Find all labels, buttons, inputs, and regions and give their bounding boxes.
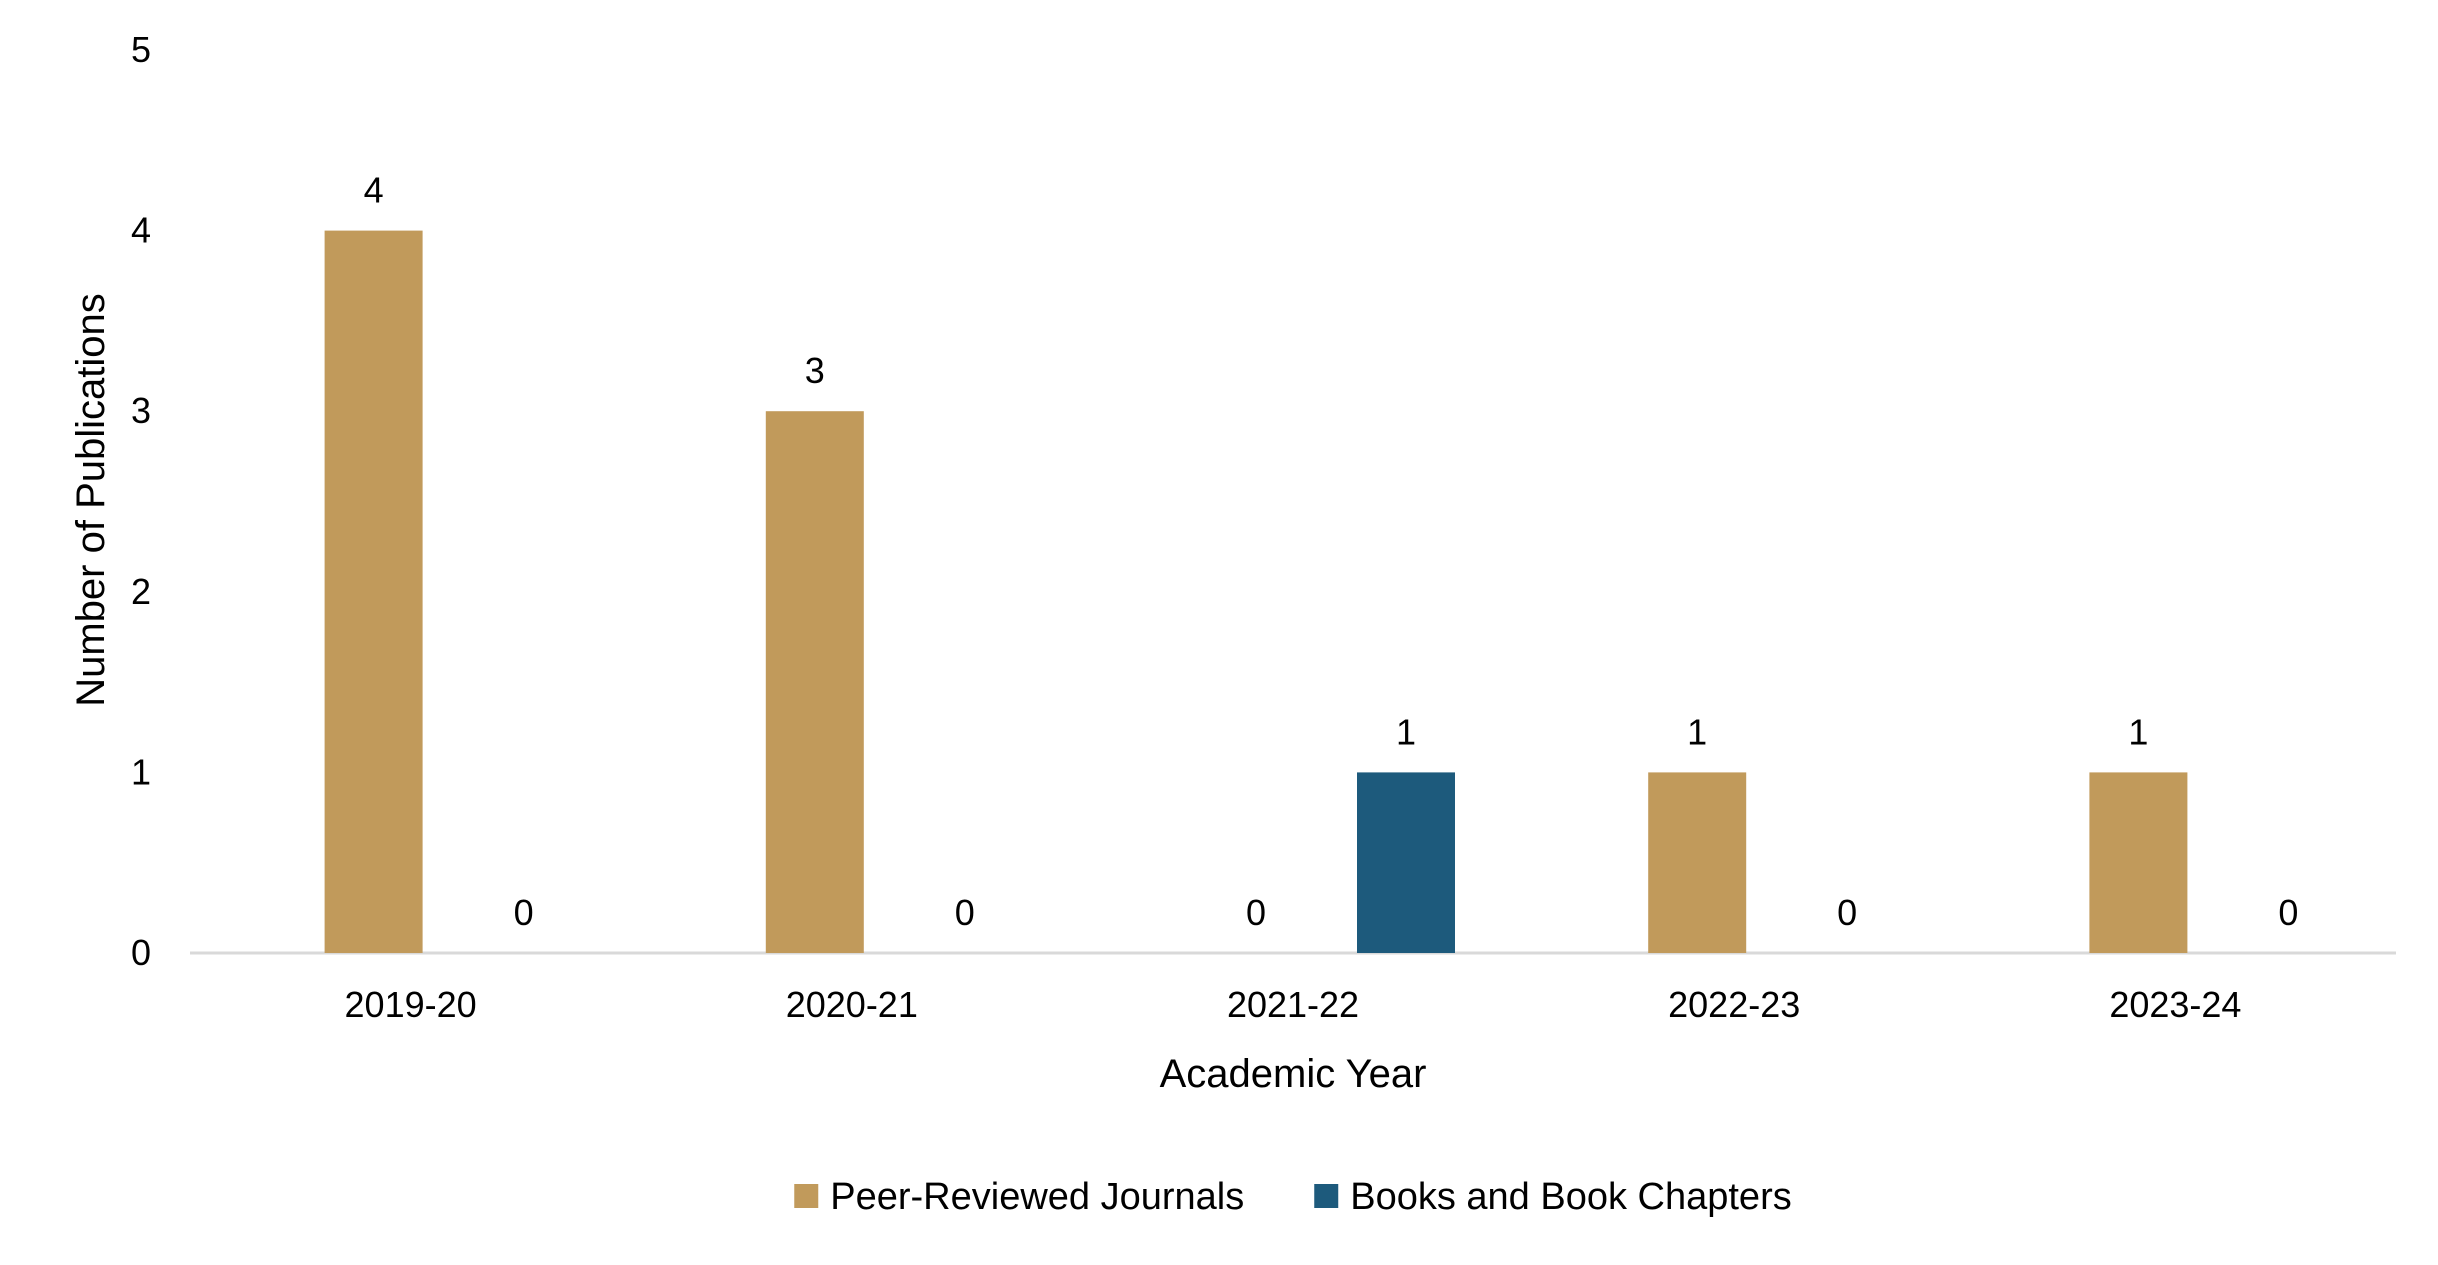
y-tick-label: 0: [131, 932, 151, 973]
bar: [324, 230, 423, 954]
y-axis-title: Number of Publications: [69, 293, 113, 707]
data-label: 3: [805, 350, 825, 391]
bar: [1357, 772, 1455, 953]
data-labels: 4 0 3 0 0 1 1 0 1 0: [364, 170, 2299, 933]
data-label: 0: [514, 892, 534, 933]
legend-swatch: [794, 1184, 819, 1208]
legend-label: Books and Book Chapters: [1350, 1176, 1792, 1218]
x-axis-title: Academic Year: [1160, 1052, 1427, 1096]
x-tick-label: 2022-23: [1668, 984, 1800, 1025]
data-label: 1: [2128, 711, 2148, 752]
data-label: 0: [955, 892, 975, 933]
legend-item: Peer-Reviewed Journals: [794, 1176, 1244, 1218]
x-tick-label: 2019-20: [345, 984, 477, 1025]
data-label: 1: [1396, 711, 1416, 752]
legend-item: Books and Book Chapters: [1314, 1176, 1792, 1218]
x-axis-ticks: 2019-20 2020-21 2021-22 2022-23 2023-24: [345, 984, 2242, 1025]
y-tick-label: 4: [131, 210, 151, 251]
data-label: 1: [1687, 711, 1707, 752]
data-label: 0: [1837, 892, 1857, 933]
legend-label: Peer-Reviewed Journals: [830, 1176, 1244, 1218]
y-tick-label: 5: [131, 29, 151, 70]
legend: Peer-Reviewed Journals Books and Book Cha…: [794, 1176, 1792, 1218]
bar: [1648, 772, 1747, 953]
x-tick-label: 2021-22: [1227, 984, 1359, 1025]
bar: [2089, 772, 2188, 953]
y-axis-ticks: 0 1 2 3 4 5: [131, 29, 151, 973]
bars: [324, 230, 2188, 954]
x-tick-label: 2020-21: [786, 984, 918, 1025]
data-label: 0: [2278, 892, 2298, 933]
data-label: 0: [1246, 892, 1266, 933]
legend-swatch: [1314, 1184, 1339, 1208]
y-tick-label: 1: [131, 751, 151, 792]
x-tick-label: 2023-24: [2109, 984, 2241, 1025]
y-tick-label: 3: [131, 390, 151, 431]
data-label: 4: [364, 170, 384, 211]
bar: [765, 411, 864, 953]
y-tick-label: 2: [131, 571, 151, 612]
